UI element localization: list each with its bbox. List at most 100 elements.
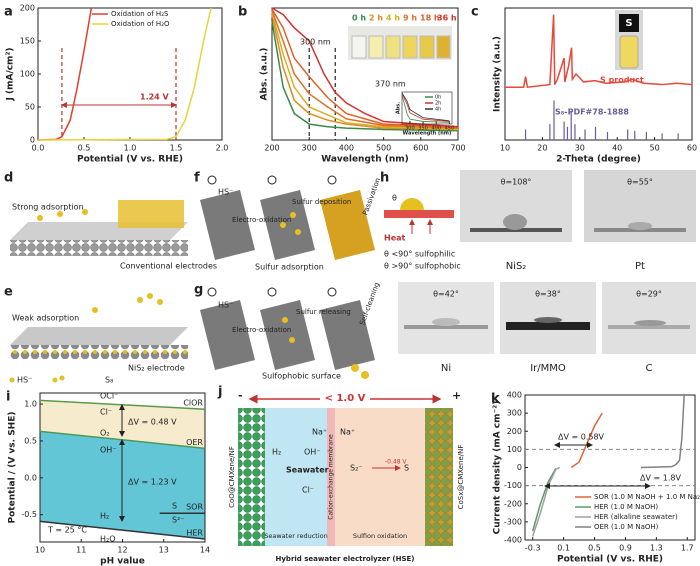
x-tick-label: 500 [376, 144, 391, 153]
plot-frame [504, 7, 693, 141]
series-line [401, 95, 450, 123]
series-line [271, 8, 459, 128]
y-tick-label: 300 [507, 409, 522, 418]
y-tick-label: -300 [504, 517, 522, 526]
x-axis-title: Wavelength (nm) [403, 131, 452, 137]
annotation: OCl⁻ [100, 392, 118, 401]
panel-label: h [380, 171, 389, 186]
series-line [505, 14, 693, 89]
y-tick-label: 1.0 [24, 400, 37, 409]
electrode-sign: + [452, 389, 461, 402]
x-tick-label: 10 [35, 546, 45, 555]
y-axis-title: Abs. (a.u.) [260, 48, 270, 101]
y-tick-label: 200 [507, 427, 522, 436]
x-tick-label: 0.5 [588, 544, 601, 553]
step-label: Electro-oxidation [232, 326, 291, 334]
heat-label: Heat [384, 234, 406, 243]
series-line [532, 466, 561, 537]
panel-label: k [491, 392, 500, 407]
species: OH⁻ [304, 448, 321, 457]
x-tick-label: 10 [500, 144, 510, 153]
legend-label: 4h [435, 107, 441, 113]
x-tick-label: 1.5 [170, 144, 183, 153]
legend-label: S₈-PDF#78-1888 [555, 108, 629, 117]
sample-name: NiS₂ [506, 261, 527, 272]
x-tick-label: 14 [200, 546, 210, 555]
sample-name: Pt [635, 261, 645, 272]
panel-label: g [194, 283, 203, 298]
electrode-label: CoSx@CMXene/NF [457, 445, 465, 510]
series-line [271, 7, 459, 128]
series-line [39, 520, 206, 540]
y-tick-label: 400 [507, 391, 522, 400]
legend-label: S product [600, 76, 644, 85]
step-label: Sulfur releasing [296, 308, 351, 316]
series-label: OER [186, 438, 203, 447]
x-tick-label: 60 [687, 144, 697, 153]
caption: Conventional electrodes [120, 262, 217, 271]
series-line [37, 7, 212, 141]
species: S₂⁻ [350, 464, 363, 473]
vial-label: S [625, 18, 632, 29]
panel-label: a [4, 5, 13, 20]
legend-label: OER (1.0 M NaOH) [594, 523, 659, 531]
plot-frame [401, 91, 453, 125]
series-line [401, 93, 450, 122]
x-tick-label: 1.7 [681, 544, 694, 553]
series-line [271, 11, 459, 131]
series-line [37, 7, 93, 141]
annotation: T = 25 °C [47, 526, 87, 535]
panel-e: e Weak adsorption NiS₂ electrode HS⁻ S₈ [4, 285, 188, 385]
electrode-label: CoO@CMXene/NF [228, 446, 236, 508]
x-tick-label: 1.3 [650, 544, 663, 553]
series-label: ClOR [183, 399, 203, 408]
x-tick-label: 13 [159, 546, 169, 555]
sulfur-vial: S [615, 10, 643, 70]
membrane-label: Cation-exchange membrane [328, 434, 335, 520]
y-tick-label: 0.0 [24, 473, 37, 482]
x-tick-label: 30 [575, 144, 585, 153]
zone-label: Seawater reduction [264, 532, 328, 540]
annotation: ΔV = 1.23 V [128, 478, 177, 487]
annotation: ΔV = 0.48 V [128, 418, 177, 427]
x-tick-label: 12 [117, 546, 127, 555]
zone-label: Sulfion oxidation [353, 532, 407, 540]
annotation: H₂ [100, 512, 109, 521]
x-tick-label: 1.0 [124, 144, 137, 153]
annotation: Cl⁻ [100, 408, 112, 417]
vial-photo [348, 26, 452, 60]
legend-label: HER (1.0 M NaOH) [594, 503, 658, 511]
annotation: OH⁻ [100, 446, 117, 455]
caption: Hybrid seawater electrolyzer (HSE) [276, 555, 415, 563]
y-tick-label: 200 [20, 4, 35, 13]
x-tick-label: 20 [537, 144, 547, 153]
panel-label: f [194, 171, 200, 186]
y-axis-title: Current density (mA cm⁻²) [493, 401, 503, 535]
x-tick-label: 0.0 [32, 144, 45, 153]
panel-d: d Strong adsorption Conventional electro… [4, 171, 217, 271]
x-axis-title: Wavelength (nm) [321, 155, 409, 165]
y-tick-label: 0 [517, 463, 522, 472]
legend-label: 0 h [352, 14, 366, 23]
annotation: O₂ [100, 429, 110, 438]
y-tick-label: 150 [20, 37, 35, 46]
step-label: Electro-oxidation [232, 216, 291, 224]
x-tick-label: 50 [650, 144, 660, 153]
y-tick-label: -100 [504, 481, 522, 490]
ion-label: HS⁻ [218, 301, 233, 310]
x-tick-label: 0.9 [619, 544, 632, 553]
x-axis-title: 2-Theta (degree) [556, 155, 641, 165]
x-tick-label: -0.3 [525, 544, 541, 553]
potential: -0.48 V [385, 459, 407, 466]
panel-h: h θ Heat θ <90° sulfophilic θ >90° sulfo… [380, 170, 696, 374]
legend-label: Oxidation of H₂O [111, 20, 170, 28]
annotation: S²⁻ [172, 516, 185, 525]
annotation: S [172, 502, 177, 511]
series-line [271, 21, 459, 132]
ion: Na⁺ [340, 428, 355, 437]
series-line [271, 10, 459, 129]
annotation: 370 nm [375, 80, 406, 89]
y-axis-title: Potential / (V vs. SHE) [8, 412, 18, 524]
y-tick-label: 0 [30, 136, 35, 145]
y-tick-label: 100 [507, 445, 522, 454]
